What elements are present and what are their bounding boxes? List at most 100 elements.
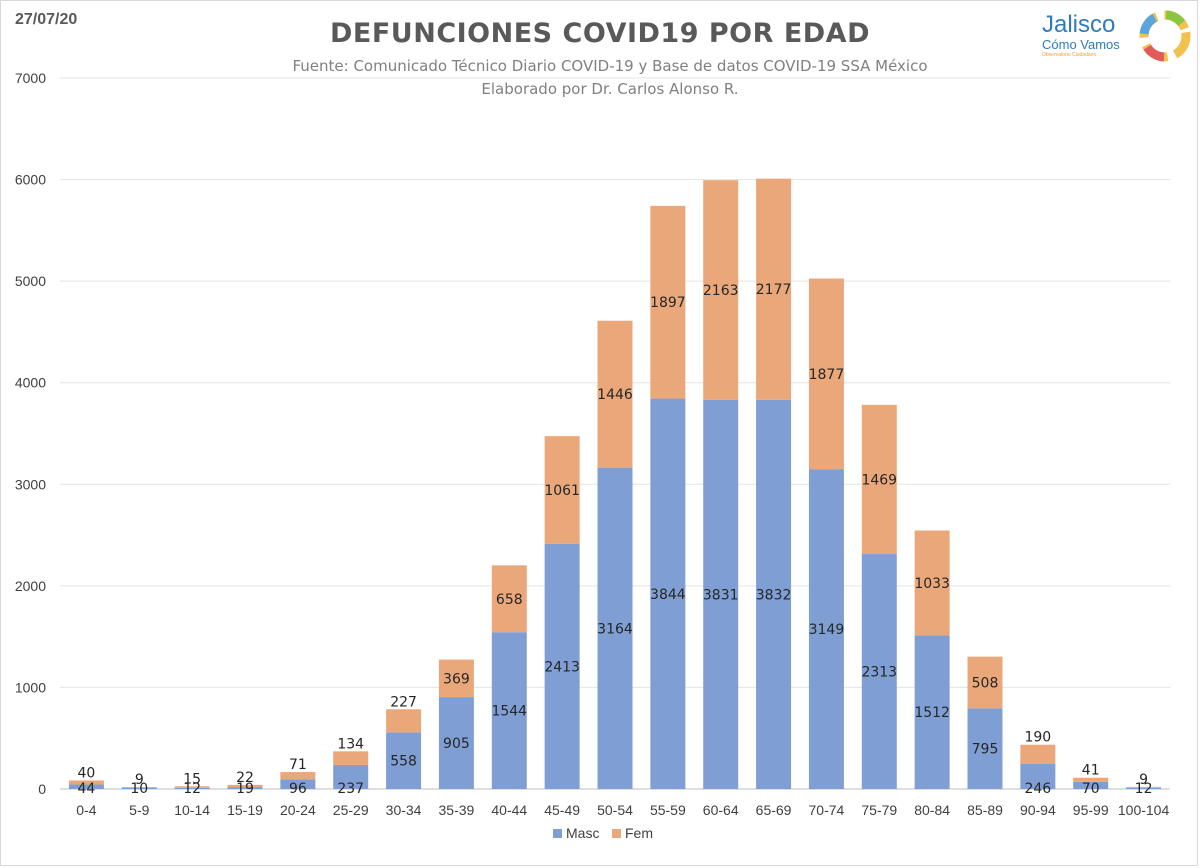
x-category-label: 85-89 [967,802,1003,818]
date-label: 27/07/20 [15,11,78,28]
data-label-masc: 1512 [914,705,950,721]
x-category-label: 80-84 [914,802,950,818]
x-category-label: 75-79 [861,802,897,818]
bar-fem [386,709,422,733]
data-label-masc: 12 [183,781,201,797]
x-category-label: 5-9 [129,802,149,818]
logo-name: Jalisco [1042,11,1116,38]
data-label-fem: 508 [972,675,999,691]
bar-masc [386,732,422,789]
data-label-masc: 12 [1135,781,1153,797]
data-label-masc: 3844 [650,587,686,603]
y-tick-label: 2000 [15,578,46,594]
data-label-fem: 2163 [703,283,739,299]
data-label-fem: 9 [135,772,144,788]
data-label-masc: 96 [289,781,307,797]
x-category-label: 55-59 [650,802,686,818]
data-label-fem: 22 [236,770,254,786]
y-tick-label: 5000 [15,273,46,289]
bar-masc [491,632,527,789]
bar-masc [703,399,739,789]
bar-fem [1073,777,1109,782]
bar-masc [438,697,474,789]
data-label-masc: 2313 [861,665,897,681]
bar-fem [597,320,633,468]
chart-subtitle-author: Elaborado por Dr. Carlos Alonso R. [481,80,739,98]
legend-swatch-fem [612,829,621,838]
data-label-fem: 40 [78,765,96,781]
data-label-masc: 44 [78,781,96,797]
bar-fem [756,178,792,400]
data-label-fem: 1897 [650,295,686,311]
bar-fem [650,205,686,399]
data-label-masc: 3831 [703,587,739,603]
data-label-fem: 1033 [914,576,950,592]
bar-fem [280,772,316,780]
data-label-masc: 19 [236,781,254,797]
x-category-label: 90-94 [1020,802,1056,818]
x-category-label: 10-14 [174,802,210,818]
data-label-fem: 15 [183,771,201,787]
x-category-label: 35-39 [439,802,475,818]
data-label-fem: 134 [337,736,364,752]
bar-fem [491,565,527,633]
x-category-label: 100-104 [1118,802,1170,818]
legend-swatch-masc [553,829,562,838]
bar-masc [1073,781,1109,789]
data-label-fem: 1446 [597,387,633,403]
x-category-label: 45-49 [544,802,580,818]
x-category-label: 40-44 [491,802,527,818]
bar-fem [438,659,474,698]
legend: Masc Fem [553,825,653,841]
y-tick-label: 0 [38,781,46,797]
logo-tagline: Observatorio Ciudadano [1042,52,1097,58]
data-labels: 4440109121519229671237134558227905369154… [78,282,1153,797]
bar-masc [914,635,950,789]
data-label-fem: 190 [1024,730,1051,746]
x-category-label: 50-54 [597,802,633,818]
bar-fem [1020,744,1056,765]
bar-masc [333,764,369,789]
bar-masc [544,543,580,789]
bar-masc [650,398,686,789]
bar-fem [333,751,369,765]
x-category-label: 0-4 [76,802,96,818]
data-label-masc: 905 [443,736,470,752]
x-category-label: 65-69 [756,802,792,818]
x-category-label: 60-64 [703,802,739,818]
bar-masc [68,784,104,789]
bar-masc [808,469,844,789]
data-label-fem: 9 [1139,772,1148,788]
legend-label-fem: Fem [625,825,653,841]
data-label-masc: 3149 [809,622,845,638]
bars [68,178,1162,789]
chart-subtitle-source: Fuente: Comunicado Técnico Diario COVID-… [292,57,928,75]
y-tick-label: 3000 [15,476,46,492]
bar-fem [808,278,844,470]
x-category-label: 15-19 [227,802,263,818]
y-tick-label: 6000 [15,172,46,188]
y-tick-label: 4000 [15,375,46,391]
bar-fem [544,436,580,544]
bar-masc [280,779,316,789]
chart-title: DEFUNCIONES COVID19 POR EDAD [330,18,870,49]
bar-masc [1020,764,1056,789]
data-label-fem: 71 [289,757,307,773]
x-category-label: 20-24 [280,802,316,818]
data-label-masc: 3832 [756,587,792,603]
data-label-fem: 1061 [544,483,580,499]
bar-masc [597,467,633,789]
bar-masc [174,787,210,789]
bar-masc [861,554,897,789]
bar-fem [914,530,950,636]
bar-fem [174,786,210,788]
data-label-fem: 658 [496,592,523,608]
data-label-masc: 10 [130,781,148,797]
bar-masc [1126,787,1162,789]
x-category-label: 95-99 [1073,802,1109,818]
data-label-masc: 558 [390,754,417,770]
data-label-masc: 3164 [597,621,633,637]
data-label-fem: 227 [390,694,417,710]
